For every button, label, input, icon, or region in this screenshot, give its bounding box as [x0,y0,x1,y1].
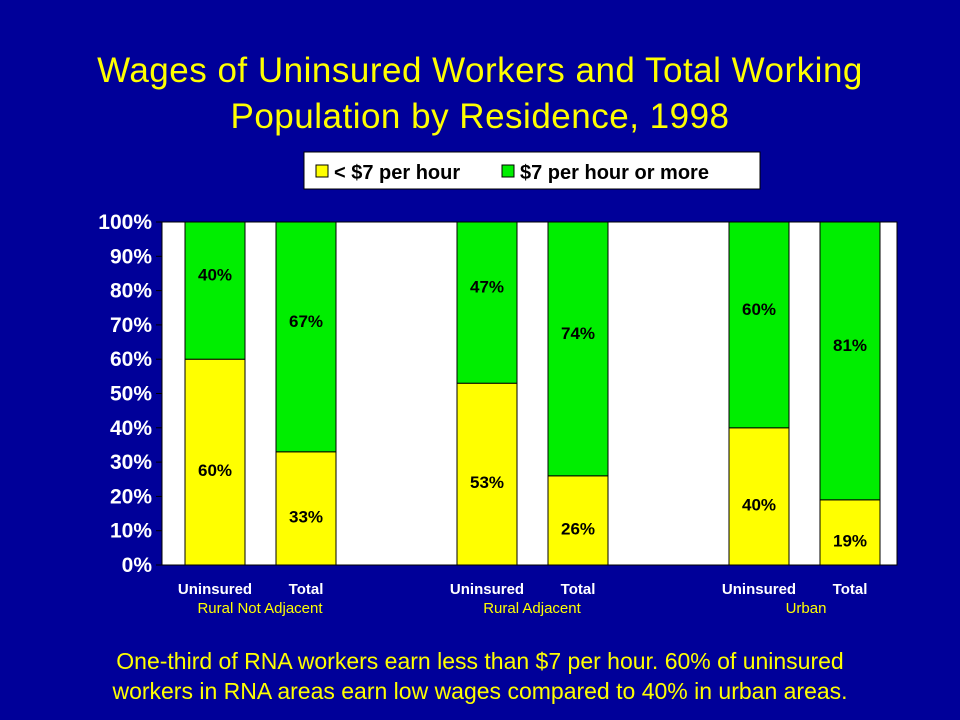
x-category-label: Uninsured [178,581,252,598]
x-group-label: Rural Not Adjacent [197,600,323,617]
x-category-label: Total [561,581,596,598]
y-tick-label: 40% [110,417,152,440]
title-line-1: Wages of Uninsured Workers and Total Wor… [97,51,863,90]
x-category-label: Total [289,581,324,598]
data-label-high-wage: 40% [198,266,232,285]
y-tick-label: 0% [122,554,153,577]
y-tick-label: 70% [110,314,152,337]
data-label-high-wage: 60% [742,300,776,319]
y-tick-label: 100% [98,211,152,234]
data-label-low-wage: 26% [561,519,595,538]
bar-low-wage [547,475,609,566]
caption-line-2: workers in RNA areas earn low wages comp… [112,678,848,704]
data-label-high-wage: 74% [561,324,595,343]
x-group-label: Rural Adjacent [483,600,581,617]
bar-high-wage [456,221,518,384]
x-category-label: Uninsured [450,581,524,598]
legend-label-low-wage: < $7 per hour [334,162,460,184]
data-label-low-wage: 53% [470,473,504,492]
y-tick-label: 60% [110,348,152,371]
data-label-high-wage: 81% [833,336,867,355]
slide-caption: One-third of RNA workers earn less than … [20,646,940,706]
data-label-low-wage: 19% [833,531,867,550]
legend-swatch-low-wage [315,164,329,178]
y-tick-label: 90% [110,245,152,268]
bar-high-wage [728,221,790,429]
x-category-label: Total [833,581,868,598]
data-label-high-wage: 67% [289,312,323,331]
y-tick-label: 50% [110,383,152,406]
data-label-low-wage: 60% [198,461,232,480]
slide-title: Wages of Uninsured Workers and Total Wor… [40,48,920,140]
legend-swatch-high-wage [501,164,515,178]
x-category-label: Uninsured [722,581,796,598]
bar-high-wage [547,221,609,477]
legend-box [303,151,761,190]
y-tick-label: 30% [110,451,152,474]
bar-high-wage [275,221,337,453]
title-line-2: Population by Residence, 1998 [230,97,730,136]
y-tick-label: 80% [110,280,152,303]
data-label-low-wage: 33% [289,507,323,526]
bar-low-wage [184,358,246,566]
x-group-label: Urban [786,600,827,617]
data-label-low-wage: 40% [742,495,776,514]
caption-line-1: One-third of RNA workers earn less than … [116,648,844,674]
bar-high-wage [184,221,246,360]
bar-low-wage [456,382,518,566]
bar-low-wage [275,451,337,566]
y-tick-label: 10% [110,520,152,543]
data-label-high-wage: 47% [470,278,504,297]
bar-low-wage [728,427,790,566]
bar-high-wage [819,221,881,501]
y-tick-label: 20% [110,485,152,508]
legend-label-high-wage: $7 per hour or more [520,162,709,184]
